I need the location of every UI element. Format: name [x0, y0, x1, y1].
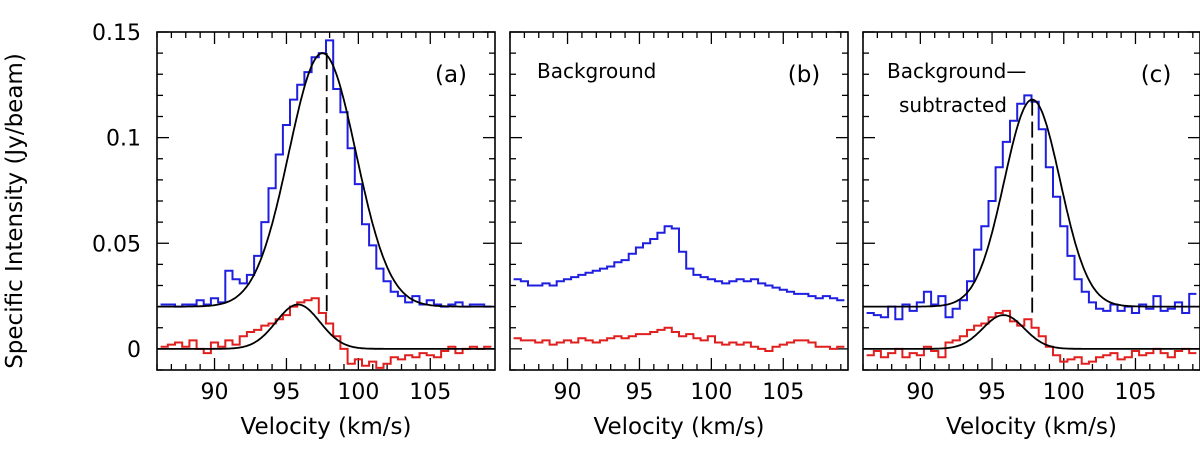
x-tick-label: 105 [409, 380, 451, 405]
y-tick-label: 0.1 [106, 127, 141, 152]
panel-frame [862, 31, 1200, 371]
x-tick-label: 100 [337, 380, 379, 405]
gaussian-fit-line [863, 314, 1200, 350]
x-axis-label: Velocity (km/s) [594, 414, 765, 440]
x-tick-label: 90 [201, 380, 229, 405]
blue-spectrum-line [513, 225, 845, 302]
panel-annotation: Background [537, 59, 656, 83]
panel-frame [156, 31, 496, 371]
y-tick-label: 0 [127, 338, 141, 363]
red-spectrum-line [513, 326, 845, 352]
x-tick-label: 100 [690, 380, 732, 405]
red-spectrum-line [160, 297, 492, 369]
x-tick-label: 100 [1043, 380, 1085, 405]
red-spectrum-line [866, 309, 1197, 365]
panel-label: (c) [1141, 62, 1172, 88]
blue-spectrum-line [160, 39, 492, 308]
x-tick-label: 90 [554, 380, 582, 405]
x-axis-label: Velocity (km/s) [241, 414, 412, 440]
panel-frame [509, 31, 849, 371]
y-axis-label: Specific Intensity (Jy/beam) [2, 53, 28, 369]
panel-annotation: subtracted [899, 93, 1007, 117]
panel-annotation: Background— [887, 59, 1026, 83]
y-tick-label: 0.05 [92, 232, 141, 257]
x-tick-label: 95 [625, 380, 653, 405]
panel-label: (a) [435, 62, 467, 88]
gaussian-fit-line [157, 303, 495, 350]
y-tick-label: 0.15 [92, 21, 141, 46]
x-tick-label: 95 [978, 380, 1006, 405]
x-tick-label: 90 [906, 380, 934, 405]
x-axis-label: Velocity (km/s) [946, 414, 1117, 440]
panel-label: (b) [788, 62, 821, 88]
x-tick-label: 105 [762, 380, 804, 405]
x-tick-label: 105 [1114, 380, 1156, 405]
x-tick-label: 95 [272, 380, 300, 405]
